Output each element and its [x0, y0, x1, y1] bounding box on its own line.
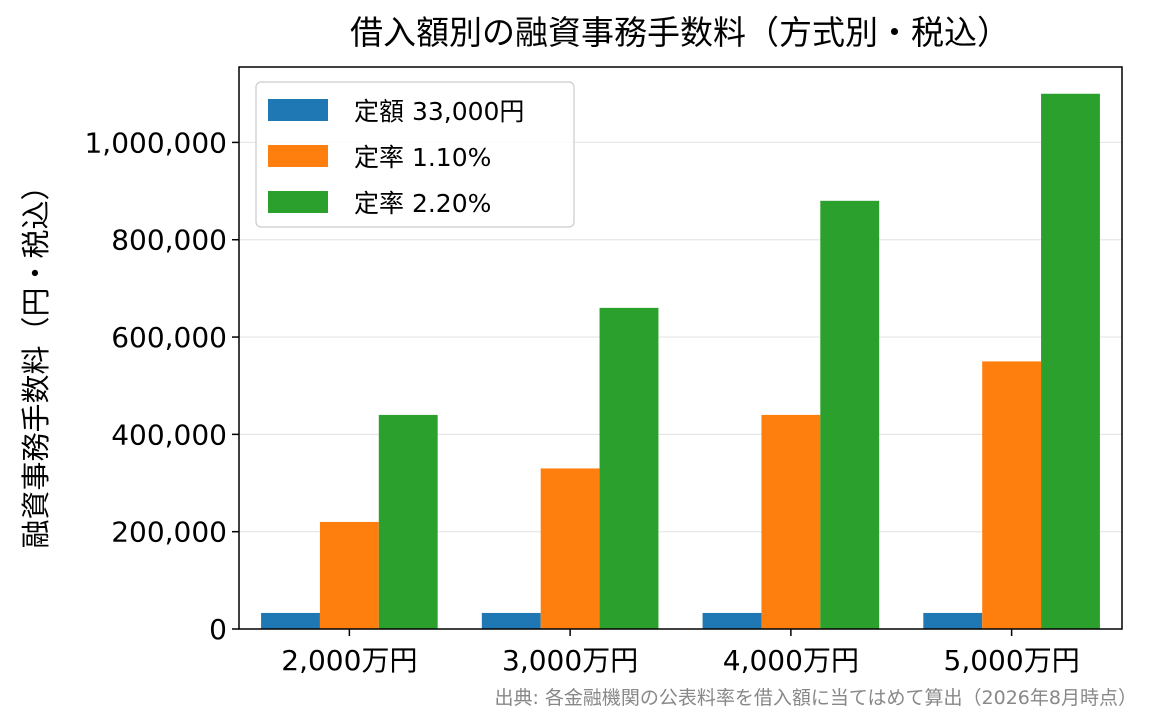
legend-label: 定率 2.20% — [354, 189, 491, 218]
y-ticks: 0 200,000 400,000 600,000 800,000 1,000,000 — [84, 126, 239, 646]
chart-title: 借入額別の融資事務手数料（方式別・税込） — [350, 13, 1010, 52]
legend-swatch — [268, 145, 328, 167]
legend-label: 定額 33,000円 — [354, 97, 524, 126]
plot-frame — [238, 66, 1123, 630]
bar — [702, 612, 762, 629]
y-axis-label: 融資事務手数料（円・税込） — [19, 171, 53, 548]
bar — [820, 200, 880, 630]
bar — [481, 612, 541, 629]
bar — [923, 612, 983, 629]
bar — [319, 521, 379, 629]
x-tick-label: 5,000万円 — [944, 644, 1080, 677]
legend-swatch — [268, 99, 328, 121]
x-ticks: 2,000万円 3,000万円 4,000万円 5,000万円 — [281, 629, 1080, 677]
bar — [540, 468, 600, 629]
y-tick-label: 600,000 — [111, 321, 227, 354]
y-tick-label: 400,000 — [111, 418, 227, 451]
bars — [261, 93, 1100, 630]
bar — [599, 307, 659, 629]
y-tick-label: 1,000,000 — [84, 126, 227, 159]
bar — [378, 414, 438, 629]
bar — [761, 414, 821, 629]
legend-label: 定率 1.10% — [354, 143, 491, 172]
x-tick-label: 3,000万円 — [502, 644, 638, 677]
bar — [982, 361, 1042, 629]
x-tick-label: 4,000万円 — [723, 644, 859, 677]
x-tick-label: 2,000万円 — [281, 644, 417, 677]
source-note: 出典: 各金融機関の公表料率を借入額に当てはめて算出（2026年8月時点） — [494, 687, 1137, 709]
y-tick-label: 200,000 — [111, 516, 227, 549]
bar — [261, 612, 320, 629]
y-tick-label: 800,000 — [111, 224, 227, 257]
bar — [1041, 93, 1100, 629]
legend-swatch — [268, 191, 328, 213]
y-tick-label: 0 — [209, 613, 227, 646]
legend-box — [255, 81, 575, 228]
